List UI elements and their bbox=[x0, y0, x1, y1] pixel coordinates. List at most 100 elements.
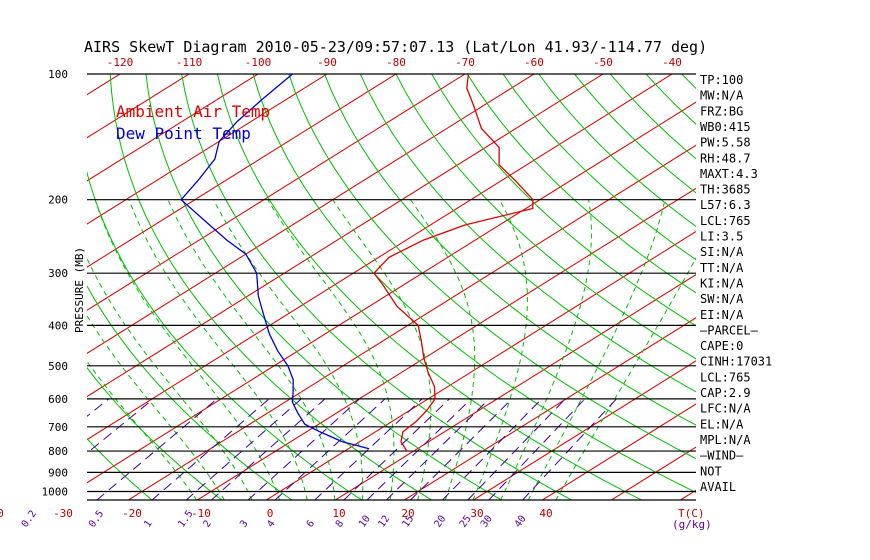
stat-label: LCL:765 bbox=[700, 370, 751, 384]
pressure-tick-label: 600 bbox=[48, 393, 68, 406]
top-temp-tick-label: -40 bbox=[662, 56, 682, 69]
top-temp-tick-label: -80 bbox=[386, 56, 406, 69]
dry-adiabat-line bbox=[109, 74, 433, 500]
moist-adiabat-line bbox=[410, 199, 476, 500]
isotherm-line bbox=[87, 74, 121, 96]
pressure-tick-label: 700 bbox=[48, 421, 68, 434]
mixing-ratio-label: 40 bbox=[513, 514, 529, 530]
pressure-tick-label: 1000 bbox=[42, 486, 69, 499]
moist-adiabat-line bbox=[332, 199, 432, 500]
mixing-ratio-label: 2 bbox=[201, 518, 213, 529]
mixing-ratio-line bbox=[488, 398, 586, 500]
isotherm-line bbox=[87, 74, 673, 441]
bottom-temp-tick-label: -40 bbox=[0, 507, 4, 520]
moist-adiabat-line bbox=[87, 257, 253, 500]
isotherm-line bbox=[0, 65, 66, 501]
dry-adiabat-line bbox=[87, 438, 153, 500]
mixing-ratio-line bbox=[313, 398, 423, 500]
isotherm-line bbox=[87, 74, 190, 139]
mixing-ratio-line bbox=[185, 398, 302, 500]
top-temp-tick-label: -110 bbox=[176, 56, 203, 69]
dry-adiabat-line bbox=[502, 74, 696, 261]
moist-adiabat-line bbox=[87, 314, 225, 500]
pressure-tick-label: 100 bbox=[48, 68, 68, 81]
top-temp-tick-label: -50 bbox=[593, 56, 613, 69]
stat-label: MAXT:4.3 bbox=[700, 167, 758, 181]
mixing-ratio-label: 10 bbox=[357, 514, 373, 530]
stat-label: MW:N/A bbox=[700, 89, 744, 103]
dry-adiabat-line bbox=[216, 74, 643, 500]
mixing-ratio-label: 4 bbox=[265, 518, 277, 529]
mixing-ratio-label: 0.2 bbox=[20, 509, 39, 530]
stat-label: NOT bbox=[700, 464, 722, 478]
top-temp-tick-label: -90 bbox=[317, 56, 337, 69]
mixing-ratio-line bbox=[441, 398, 543, 500]
isotherm-line bbox=[87, 101, 696, 484]
stat-label: TT:N/A bbox=[700, 261, 744, 275]
bottom-temp-tick-label: -20 bbox=[122, 507, 142, 520]
mixing-ratio-line bbox=[409, 398, 513, 500]
stat-label: –WIND– bbox=[700, 449, 744, 463]
top-temp-tick-label: -60 bbox=[524, 56, 544, 69]
mixing-ratio-line bbox=[87, 398, 154, 454]
mixing-ratio-line bbox=[96, 398, 218, 500]
bottom-temp-tick-label: 0 bbox=[267, 507, 274, 520]
dry-adiabat-line bbox=[324, 74, 696, 426]
bottom-temp-tick-label: -10 bbox=[191, 507, 211, 520]
dry-adiabat-line bbox=[87, 170, 363, 500]
pressure-tick-label: 800 bbox=[48, 445, 68, 458]
stat-label: AVAIL bbox=[700, 480, 736, 494]
stat-label: –PARCEL– bbox=[700, 323, 759, 337]
moist-adiabat-line bbox=[87, 360, 198, 500]
dry-adiabat-line bbox=[252, 74, 696, 494]
mixing-ratio-line bbox=[467, 398, 566, 500]
stat-label: EI:N/A bbox=[700, 308, 744, 322]
stat-label: CAP:2.9 bbox=[700, 386, 751, 400]
moist-adiabat-line bbox=[527, 199, 666, 500]
mixing-ratio-line bbox=[385, 398, 490, 500]
dry-adiabat-line bbox=[288, 74, 696, 460]
stat-label: EL:N/A bbox=[700, 417, 744, 431]
isotherm-line bbox=[87, 74, 397, 268]
stat-label: LI:3.5 bbox=[700, 230, 743, 244]
dry-adiabat-line bbox=[395, 74, 696, 360]
mixing-ratio-label: 20 bbox=[433, 514, 449, 530]
stat-label: CINH:17031 bbox=[700, 355, 772, 369]
isotherm-line bbox=[87, 74, 535, 354]
bottom-temp-tick-label: 10 bbox=[332, 507, 345, 520]
isotherm-line bbox=[265, 230, 696, 500]
moist-adiabat-line bbox=[128, 199, 308, 500]
pressure-tick-label: 200 bbox=[48, 194, 68, 207]
top-temp-tick-label: -120 bbox=[107, 56, 134, 69]
temp-unit-label: T(C) bbox=[678, 507, 705, 520]
mixing-ratio-label: 0.5 bbox=[87, 509, 106, 530]
stat-label: SW:N/A bbox=[700, 292, 744, 306]
moist-adiabat-line bbox=[555, 257, 696, 500]
isotherm-line bbox=[334, 274, 696, 500]
pressure-tick-label: 300 bbox=[48, 267, 68, 280]
mixing-ratio-label: 8 bbox=[334, 518, 346, 529]
isotherm-line bbox=[87, 74, 259, 182]
dry-adiabat-line bbox=[87, 366, 223, 500]
isotherm-line bbox=[541, 403, 696, 500]
stat-label: MPL:N/A bbox=[700, 433, 751, 447]
pressure-tick-label: 900 bbox=[48, 466, 68, 479]
ambient-air-temp-line bbox=[373, 74, 534, 452]
isotherm-line bbox=[87, 74, 466, 311]
legend-ambient-air-temp: Ambient Air Temp bbox=[116, 102, 270, 121]
dry-adiabat-line bbox=[0, 74, 82, 500]
stat-label: LCL:765 bbox=[700, 214, 751, 228]
top-temp-tick-label: -70 bbox=[455, 56, 475, 69]
stat-label: TH:3685 bbox=[700, 183, 751, 197]
mixing-ratio-unit-label: (g/kg) bbox=[672, 518, 712, 531]
dry-adiabat-line bbox=[431, 74, 696, 327]
moist-adiabat-line bbox=[267, 199, 395, 500]
mixing-ratio-label: 3 bbox=[238, 518, 250, 529]
mixing-ratio-line bbox=[274, 398, 386, 500]
isotherm-line bbox=[196, 187, 696, 500]
stat-label: KI:N/A bbox=[700, 277, 744, 291]
isotherm-line bbox=[87, 74, 328, 225]
pressure-tick-label: 400 bbox=[48, 319, 68, 332]
mixing-ratio-label: 1 bbox=[142, 518, 154, 529]
